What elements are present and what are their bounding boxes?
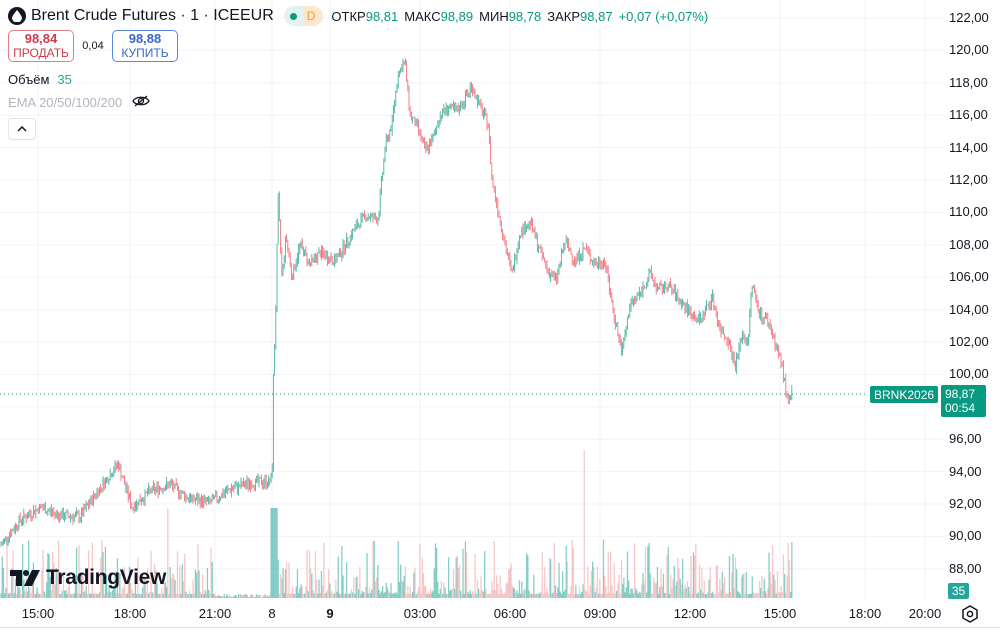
price-axis-label: 116,00 xyxy=(949,107,988,123)
symbol-price-tag: BRNK2026 xyxy=(870,386,939,403)
buy-button[interactable]: 98,88 КУПИТЬ xyxy=(112,30,178,62)
time-axis-label: 03:00 xyxy=(403,606,437,621)
market-status-badge[interactable]: D xyxy=(283,6,324,26)
grid-lines xyxy=(0,0,945,600)
price-axis-label: 100,00 xyxy=(949,366,989,382)
price-axis-label: 88,00 xyxy=(949,560,982,576)
price-candles xyxy=(0,58,793,547)
ohlc-values: ОТКР 98,81 МАКС 98,89 МИН 98,78 ЗАКР 98,87 +… xyxy=(331,8,709,24)
open-value: 98,81 xyxy=(365,8,399,24)
chart-header: Brent Crude Futures · 1 · ICEEUR D ОТКР 9… xyxy=(8,4,714,28)
price-axis-label: 96,00 xyxy=(949,431,982,447)
symbol-title[interactable]: Brent Crude Futures · 1 · ICEEUR xyxy=(31,7,274,24)
price-axis-label: 108,00 xyxy=(949,236,989,252)
tradingview-logo[interactable]: TradingView xyxy=(10,566,166,590)
price-axis-label: 122,00 xyxy=(949,10,989,25)
time-axis-label: 18:00 xyxy=(113,606,147,621)
market-open-dot-icon xyxy=(289,12,297,20)
price-axis-label: 114,00 xyxy=(949,139,988,155)
low-value: 98,78 xyxy=(508,8,542,24)
price-axis-label: 92,00 xyxy=(949,496,982,511)
change-value: +0,07 (+0,07%) xyxy=(618,8,709,24)
time-axis-label: 09:00 xyxy=(583,606,617,621)
volume-value: 35 xyxy=(57,72,72,87)
time-axis-label: 15:00 xyxy=(763,606,797,621)
spread-value: 0,04 xyxy=(82,40,104,52)
price-axis-label: 90,00 xyxy=(949,528,982,544)
chevron-up-icon xyxy=(17,126,27,132)
price-axis-label: 94,00 xyxy=(949,463,982,479)
price-axis-label: 102,00 xyxy=(949,334,989,349)
trade-buttons: 98,84 ПРОДАТЬ 0,04 98,88 КУПИТЬ xyxy=(8,30,178,62)
ema-legend[interactable]: EMA 20/50/100/200 xyxy=(8,95,150,110)
time-axis-label: 9 xyxy=(326,606,334,621)
bar-countdown: 00:54 xyxy=(945,401,976,415)
price-axis-label: 104,00 xyxy=(949,301,989,317)
high-value: 98,89 xyxy=(440,8,474,24)
collapse-legend-button[interactable] xyxy=(8,118,36,140)
time-axis-label: 21:00 xyxy=(198,606,232,621)
sell-button[interactable]: 98,84 ПРОДАТЬ xyxy=(8,30,74,62)
bottom-border xyxy=(0,627,1000,628)
last-price-tag: 98,87 00:54 xyxy=(941,385,986,417)
time-axis-label: 06:00 xyxy=(493,606,527,621)
tradingview-icon xyxy=(10,570,40,586)
delayed-data-badge: D xyxy=(302,6,324,26)
time-axis-label: 8 xyxy=(268,606,276,621)
oil-drop-icon xyxy=(8,7,26,25)
time-axis-label: 18:00 xyxy=(848,606,882,621)
volume-tag: 35 xyxy=(948,583,969,599)
volume-bars xyxy=(0,450,793,598)
price-axis-label: 120,00 xyxy=(949,42,989,58)
time-axis-label: 20:00 xyxy=(908,606,942,621)
eye-hidden-icon[interactable] xyxy=(132,95,150,110)
price-axis-label: 118,00 xyxy=(949,74,988,90)
time-axis-label: 12:00 xyxy=(673,606,707,621)
time-axis-label: 15:00 xyxy=(21,606,55,621)
settings-gear-icon[interactable] xyxy=(960,604,980,629)
price-axis-label: 112,00 xyxy=(949,172,988,187)
price-axis-label: 106,00 xyxy=(949,269,989,285)
price-axis-label: 110,00 xyxy=(949,204,988,220)
close-value: 98,87 xyxy=(580,8,613,24)
volume-legend[interactable]: Объём 35 xyxy=(8,72,72,87)
